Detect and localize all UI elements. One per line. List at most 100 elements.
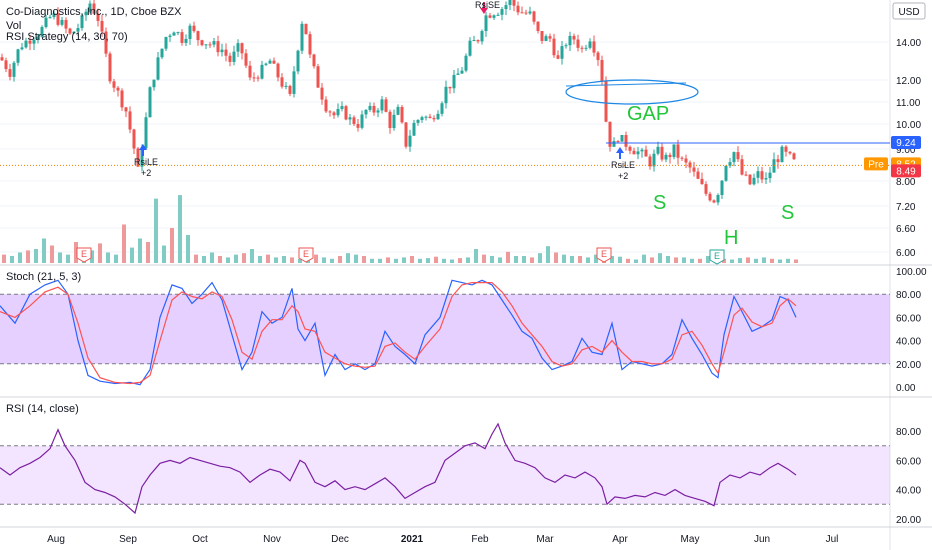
price-tag: 9.24: [891, 136, 921, 149]
volume-bar: [578, 256, 582, 263]
volume-bar: [290, 257, 294, 263]
strategy-legend[interactable]: RSI Strategy (14, 30, 70): [6, 31, 128, 43]
price-tag-bg: [891, 136, 921, 149]
candle-body: [488, 15, 492, 18]
candle-body: [512, 0, 516, 6]
candle-body: [748, 174, 752, 185]
candle-body: [340, 106, 344, 109]
volume-bar: [346, 253, 350, 263]
candle-body: [100, 20, 104, 32]
signal-label: RsiLE: [611, 160, 635, 170]
candle-body: [772, 159, 776, 173]
candle-body: [452, 74, 456, 89]
earnings-label: E: [714, 251, 720, 261]
candle-body: [196, 31, 200, 41]
candle-body: [292, 71, 296, 94]
volume-bar: [514, 256, 518, 263]
volume-bar: [282, 256, 286, 263]
candle-body: [128, 111, 132, 130]
currency-button[interactable]: USD: [892, 2, 926, 20]
candle-body: [604, 81, 608, 122]
candle-body: [448, 86, 452, 89]
candle-body: [48, 17, 52, 19]
candle-body: [700, 178, 704, 185]
candle-body: [40, 27, 44, 37]
candle-body: [64, 19, 68, 29]
volume-bar: [186, 235, 190, 263]
oscillator-tick-label: 20.00: [896, 515, 921, 526]
volume-bar: [498, 257, 502, 263]
oscillator-tick-label: 80.00: [896, 427, 921, 438]
candle-body: [788, 151, 792, 154]
volume-bar: [754, 258, 758, 263]
volume-bar: [682, 257, 686, 263]
candle-body: [412, 122, 416, 136]
candle-body: [228, 55, 232, 62]
candle-body: [636, 151, 640, 155]
candle-body: [440, 103, 444, 114]
candle-body: [532, 11, 536, 22]
candle-body: [160, 48, 164, 58]
candle-body: [316, 66, 320, 88]
rsi-legend[interactable]: RSI (14, close): [6, 403, 79, 415]
right-shoulder-annotation: S: [781, 202, 794, 224]
arrow-up-icon: [616, 147, 624, 159]
candle-body: [296, 50, 300, 72]
candle-body: [668, 154, 672, 157]
candle-body: [492, 15, 496, 18]
candle-body: [600, 60, 604, 82]
candle-body: [240, 43, 244, 54]
candle-body: [116, 87, 120, 91]
candle-body: [656, 146, 660, 154]
vol-legend[interactable]: Vol: [6, 20, 21, 32]
volume-bar: [706, 256, 710, 263]
volume-bars: [2, 195, 798, 263]
price-tick-label: 6.60: [896, 224, 916, 235]
volume-bar: [210, 252, 214, 263]
candle-body: [660, 146, 664, 160]
volume-bar: [722, 258, 726, 263]
candle-body: [516, 5, 520, 13]
candle-body: [640, 149, 644, 152]
candle-body: [280, 77, 284, 87]
short-signal-marker: RsiSE: [475, 0, 500, 14]
earnings-label: E: [601, 249, 607, 259]
candle-body: [768, 172, 772, 179]
volume-bar: [98, 243, 102, 263]
candle-body: [216, 41, 220, 53]
price-tick-label: 14.00: [896, 38, 921, 49]
candle-body: [360, 114, 364, 128]
volume-bar: [114, 254, 118, 263]
volume-bar: [386, 257, 390, 263]
volume-bar: [322, 257, 326, 263]
volume-bar: [442, 258, 446, 263]
candle-body: [108, 53, 112, 82]
volume-bar: [666, 256, 670, 263]
candle-body: [68, 28, 72, 34]
candle-body: [244, 53, 248, 66]
volume-bar: [658, 253, 662, 263]
volume-bar: [34, 249, 38, 263]
candle-body: [96, 13, 100, 21]
oscillator-line: [0, 422, 797, 515]
candle-body: [732, 152, 736, 163]
candle-body: [616, 141, 620, 143]
candle-body: [252, 77, 256, 79]
stoch-legend[interactable]: Stoch (21, 5, 3): [6, 271, 81, 283]
candle-body: [188, 25, 192, 39]
oscillator-tick-label: 20.00: [896, 360, 921, 371]
candle-body: [544, 36, 548, 41]
candle-body: [264, 63, 268, 65]
candle-body: [12, 62, 16, 77]
candle-body: [416, 119, 420, 123]
volume-bar: [338, 256, 342, 263]
candle-body: [28, 40, 32, 44]
long-signal-marker: RsiLE+2: [134, 144, 158, 178]
volume-bar: [402, 257, 406, 263]
oscillator-line: [0, 282, 797, 385]
x-tick-label: Jul: [826, 534, 839, 545]
oscillator-tick-label: 40.00: [896, 337, 921, 348]
candle-body: [632, 150, 636, 155]
candle-body: [664, 154, 668, 160]
candle-body: [760, 171, 764, 180]
